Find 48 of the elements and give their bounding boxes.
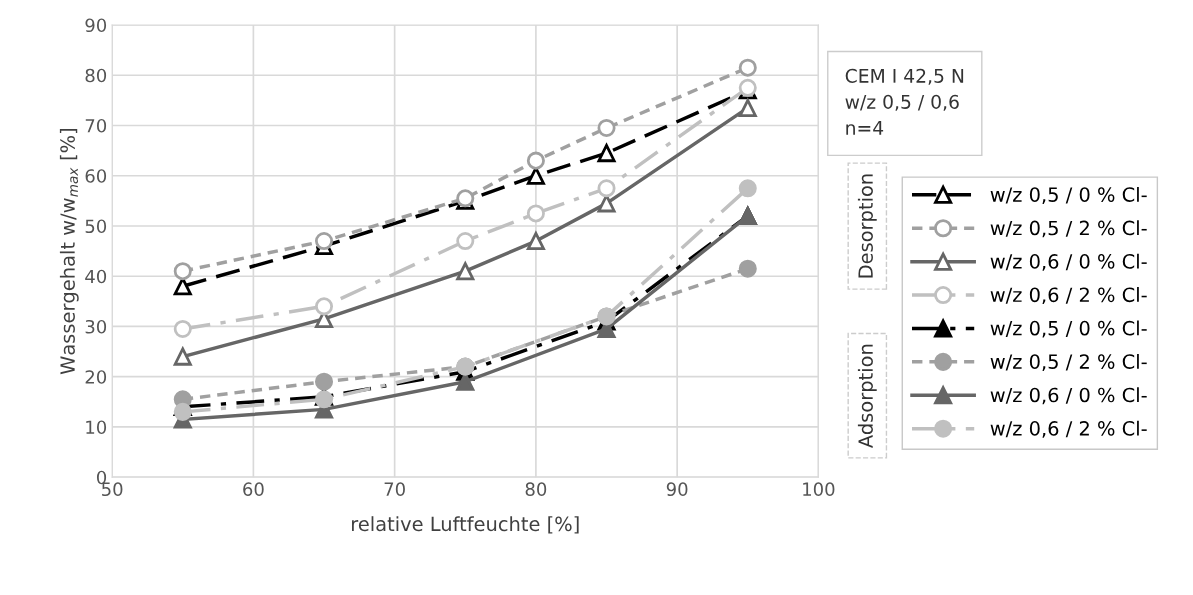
point	[526, 151, 545, 170]
text: CEM I 42,5 N w/z 0,5 / 0,6 n=4	[845, 68, 964, 135]
point	[173, 319, 192, 338]
point	[738, 98, 757, 117]
point	[738, 58, 757, 77]
legend-label: w/z 0,5 / 2 % Cl-	[990, 353, 1147, 371]
y-tick-label: 20	[85, 370, 107, 384]
point	[314, 372, 334, 391]
point	[314, 232, 334, 251]
y-tick-label: 70	[85, 118, 107, 133]
x-tick-label: 70	[384, 482, 405, 497]
y-tick-label: 30	[85, 319, 107, 334]
point	[173, 347, 192, 366]
point	[526, 232, 545, 251]
point	[738, 259, 757, 278]
y-tick-label: 90	[85, 18, 107, 33]
x-tick-label: 90	[666, 482, 688, 497]
legend-label: w/z 0,5 / 0 % Cl-	[990, 320, 1147, 338]
point	[456, 262, 475, 281]
y-tick-label: 60	[85, 169, 107, 183]
point	[597, 118, 616, 138]
point	[526, 204, 545, 223]
point	[314, 390, 334, 409]
legend-label: w/z 0,6 / 2 % Cl-	[990, 420, 1147, 438]
point	[738, 179, 757, 198]
text: Adsorption	[857, 344, 877, 448]
point	[597, 179, 616, 198]
text: Desorption	[857, 174, 877, 278]
legend-label: w/z 0,5 / 2 % Cl-	[990, 220, 1147, 238]
legend-label: w/z 0,5 / 0 % Cl-	[990, 186, 1147, 204]
legend-label: w/z 0,6 / 0 % Cl-	[990, 253, 1147, 271]
point	[314, 297, 334, 316]
y-tick-label: 10	[86, 420, 107, 435]
point	[173, 277, 192, 296]
legend-label: w/z 0,6 / 2 % Cl-	[990, 287, 1147, 305]
legend-label: w/z 0,6 / 0 % Cl-	[990, 387, 1147, 405]
x-tick-label: 80	[525, 482, 547, 497]
point	[456, 232, 475, 251]
point	[173, 262, 192, 281]
y-tick-label: 80	[85, 68, 107, 83]
point	[173, 402, 192, 421]
y-tick-label: 40	[85, 269, 107, 284]
point	[597, 144, 616, 163]
x-tick-label: 60	[243, 482, 264, 497]
y-axis-title: Wassergehalt w/w$_{max}$ [%]	[59, 128, 79, 375]
x-axis-title: relative Luftfeuchte [%]	[352, 516, 579, 534]
y-tick-label: 50	[85, 219, 107, 234]
x-tick-label: 100	[803, 482, 835, 497]
